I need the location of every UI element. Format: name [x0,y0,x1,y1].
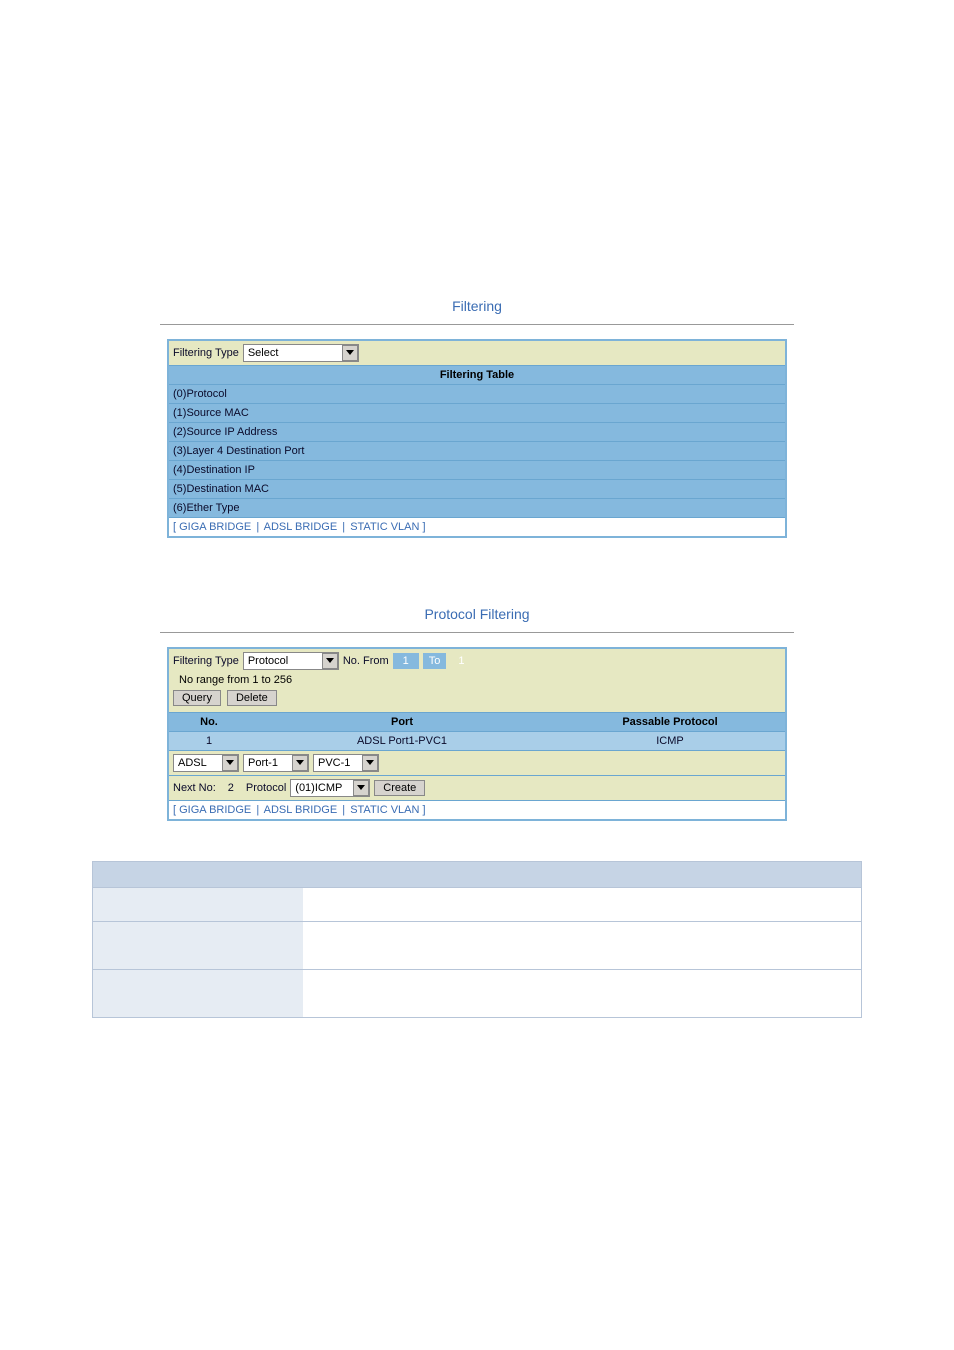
filtering-table-header: Filtering Table [169,365,785,384]
select-value: Protocol [248,655,318,667]
adsl-select[interactable]: ADSL [173,754,239,772]
link-giga-bridge[interactable]: GIGA BRIDGE [179,804,251,816]
filter-row-0[interactable]: (0)Protocol [169,384,785,403]
create-row: Next No: 2 Protocol (01)ICMP Create [169,775,785,800]
link-giga-bridge[interactable]: GIGA BRIDGE [179,521,251,533]
nav-links-2: [ GIGA BRIDGE | ADSL BRIDGE | STATIC VLA… [169,800,785,819]
link-sep: | [254,804,261,816]
def-head-left [93,862,303,888]
filtering-type-label: Filtering Type [173,347,239,359]
filtering-type-select[interactable]: Select [243,344,359,362]
pvc-select[interactable]: PVC-1 [313,754,379,772]
cell-no: 1 [169,732,249,750]
link-sep: | [340,804,347,816]
chevron-down-icon [322,653,338,669]
def-row [93,888,303,922]
link-adsl-bridge[interactable]: ADSL BRIDGE [264,804,338,816]
protocol-table-header: No. Port Passable Protocol [169,712,785,731]
no-from-label: No. From [343,655,389,667]
bracket-open: [ [173,804,176,816]
filtering-title: Filtering [160,290,794,322]
chevron-down-icon [353,780,369,796]
port-select-row: ADSL Port-1 PVC-1 [169,750,785,775]
table-row[interactable]: 1 ADSL Port1-PVC1 ICMP [169,731,785,750]
select-value: PVC-1 [318,757,358,769]
filtering-panel: Filtering Type Select Filtering Table (0… [167,339,787,538]
port-select[interactable]: Port-1 [243,754,309,772]
definition-table [92,861,862,1018]
def-head-right [303,862,862,888]
chevron-down-icon [362,755,378,771]
link-static-vlan[interactable]: STATIC VLAN [350,521,419,533]
filter-row-6[interactable]: (6)Ether Type [169,498,785,517]
link-adsl-bridge[interactable]: ADSL BRIDGE [264,521,338,533]
def-row [93,922,303,970]
range-text: No range from 1 to 256 [179,674,781,686]
query-button[interactable]: Query [173,690,221,706]
def-row [303,970,862,1018]
filter-row-3[interactable]: (3)Layer 4 Destination Port [169,441,785,460]
protocol-select[interactable]: (01)ICMP [290,779,370,797]
col-port: Port [249,713,555,731]
link-sep: | [340,521,347,533]
select-value: Port-1 [248,757,288,769]
chevron-down-icon [222,755,238,771]
protocol-label: Protocol [246,782,286,794]
protocol-top-row: Filtering Type Protocol No. From 1 To 1 … [169,649,785,712]
bracket-close: ] [423,521,426,533]
filter-type-label: Filtering Type [173,655,239,667]
filter-row-4[interactable]: (4)Destination IP [169,460,785,479]
filter-row-2[interactable]: (2)Source IP Address [169,422,785,441]
bracket-close: ] [423,804,426,816]
def-row [93,970,303,1018]
protocol-panel: Filtering Type Protocol No. From 1 To 1 … [167,647,787,821]
create-button[interactable]: Create [374,780,425,796]
def-row [303,922,862,970]
filter-type-select[interactable]: Protocol [243,652,339,670]
next-no-label: Next No: [173,782,216,794]
nav-links: [ GIGA BRIDGE | ADSL BRIDGE | STATIC VLA… [169,517,785,536]
no-from-value: 1 [393,653,419,669]
chevron-down-icon [292,755,308,771]
select-value: ADSL [178,757,218,769]
chevron-down-icon [342,345,358,361]
delete-button[interactable]: Delete [227,690,277,706]
divider [160,632,794,633]
to-label: To [423,653,447,669]
def-row [303,888,862,922]
protocol-filtering-title: Protocol Filtering [160,598,794,630]
next-no-value: 2 [220,782,242,794]
select-value: (01)ICMP [295,782,349,794]
divider [160,324,794,325]
cell-port: ADSL Port1-PVC1 [249,732,555,750]
col-proto: Passable Protocol [555,713,785,731]
link-sep: | [254,521,261,533]
filter-row-5[interactable]: (5)Destination MAC [169,479,785,498]
cell-proto: ICMP [555,732,785,750]
col-no: No. [169,713,249,731]
bracket-open: [ [173,521,176,533]
filter-row-1[interactable]: (1)Source MAC [169,403,785,422]
filtering-type-row: Filtering Type Select [169,341,785,365]
link-static-vlan[interactable]: STATIC VLAN [350,804,419,816]
to-value: 1 [450,653,472,669]
select-value: Select [248,347,338,359]
